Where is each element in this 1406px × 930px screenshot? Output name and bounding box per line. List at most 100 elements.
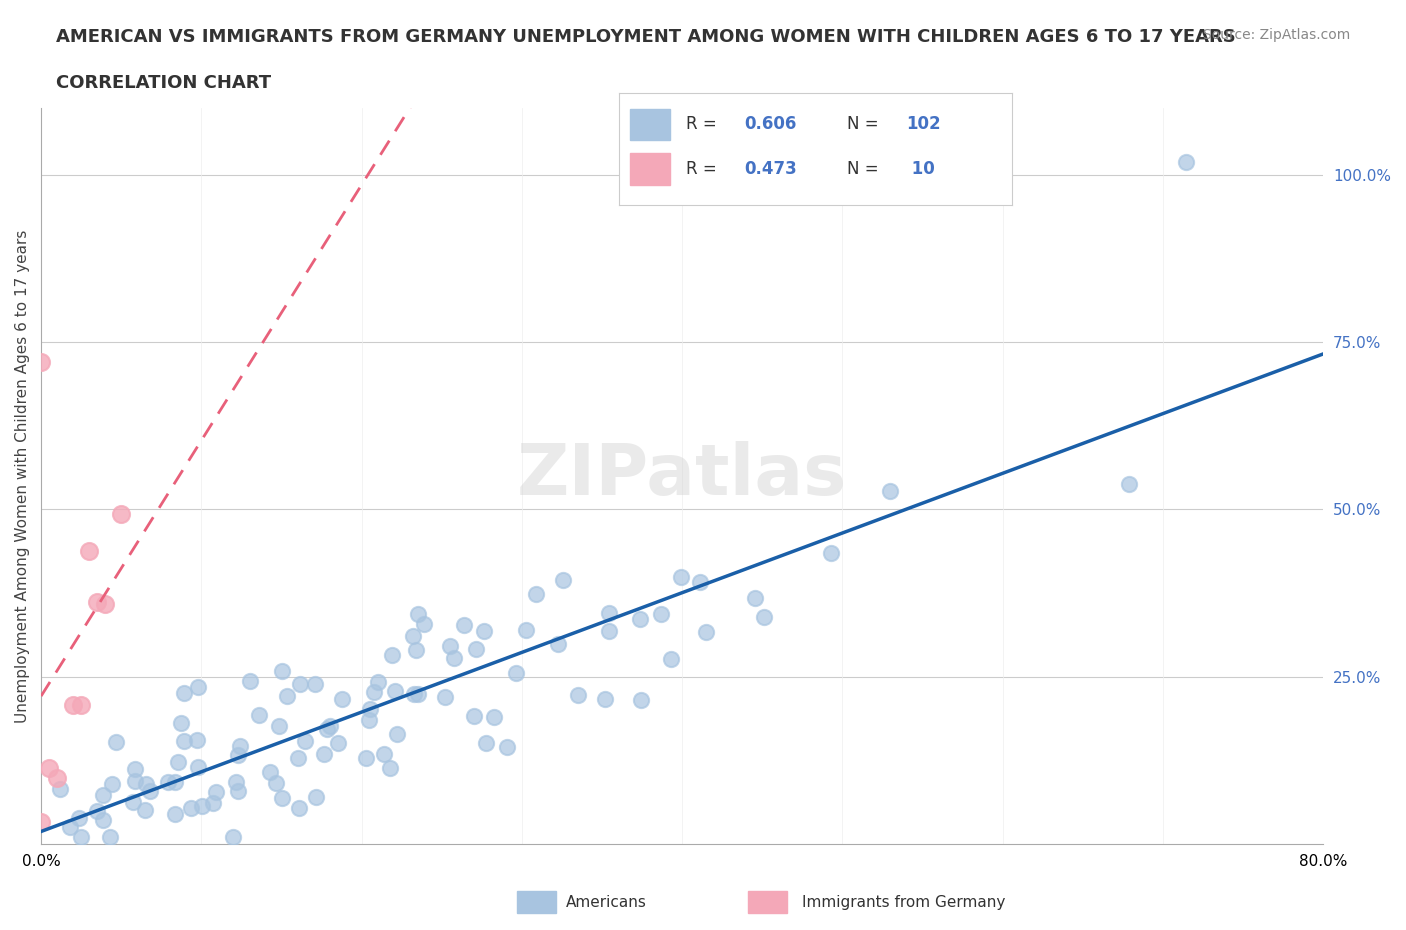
Point <box>167 754 190 769</box>
Point <box>363 684 385 699</box>
Point <box>271 664 294 679</box>
Point <box>505 665 527 680</box>
Point <box>204 785 226 800</box>
Point <box>180 801 202 816</box>
Point <box>526 587 548 602</box>
Point <box>86 804 108 819</box>
Point <box>439 639 461 654</box>
Point <box>312 747 335 762</box>
Point <box>93 788 115 803</box>
Point <box>70 830 93 844</box>
Point <box>49 782 72 797</box>
Text: AMERICAN VS IMMIGRANTS FROM GERMANY UNEMPLOYMENT AMONG WOMEN WITH CHILDREN AGES : AMERICAN VS IMMIGRANTS FROM GERMANY UNEM… <box>56 28 1236 46</box>
Point <box>413 617 436 631</box>
Bar <box>630 109 669 140</box>
Point <box>267 719 290 734</box>
Point <box>408 686 430 701</box>
Point <box>326 736 349 751</box>
Point <box>30 815 52 830</box>
Text: 0.473: 0.473 <box>745 160 797 178</box>
Text: 0.606: 0.606 <box>745 115 797 133</box>
Point <box>225 775 247 790</box>
Point <box>287 801 309 816</box>
Point <box>187 760 209 775</box>
Point <box>443 651 465 666</box>
Point <box>70 698 93 712</box>
Text: N =: N = <box>846 160 884 178</box>
Point <box>752 609 775 624</box>
Point <box>630 693 652 708</box>
Y-axis label: Unemployment Among Women with Children Ages 6 to 17 years: Unemployment Among Women with Children A… <box>15 229 30 723</box>
Point <box>247 708 270 723</box>
Point <box>98 830 121 844</box>
Point <box>163 806 186 821</box>
Point <box>405 643 427 658</box>
Point <box>124 774 146 789</box>
Point <box>187 679 209 694</box>
Point <box>744 591 766 605</box>
Point <box>101 777 124 791</box>
Point <box>695 625 717 640</box>
Point <box>270 790 292 805</box>
Point <box>165 775 187 790</box>
Point <box>373 747 395 762</box>
Point <box>433 690 456 705</box>
Point <box>91 813 114 828</box>
Text: R =: R = <box>686 160 721 178</box>
Point <box>689 575 711 590</box>
Point <box>62 698 84 713</box>
Text: Source: ZipAtlas.com: Source: ZipAtlas.com <box>1202 28 1350 42</box>
Text: ZIPatlas: ZIPatlas <box>517 442 848 511</box>
Point <box>38 761 60 776</box>
Point <box>453 618 475 632</box>
Text: CORRELATION CHART: CORRELATION CHART <box>56 74 271 92</box>
Point <box>354 751 377 765</box>
Point <box>669 569 692 584</box>
Point <box>484 710 506 724</box>
Point <box>264 776 287 790</box>
Point <box>287 751 309 765</box>
Point <box>472 623 495 638</box>
Point <box>94 597 117 612</box>
Point <box>59 819 82 834</box>
Text: Americans: Americans <box>565 895 647 910</box>
Point <box>1174 154 1197 169</box>
Point <box>593 691 616 706</box>
Point <box>226 784 249 799</box>
Point <box>135 777 157 791</box>
Point <box>86 594 108 609</box>
Point <box>330 691 353 706</box>
Point <box>122 794 145 809</box>
Point <box>139 784 162 799</box>
Point <box>547 637 569 652</box>
Point <box>650 606 672 621</box>
Point <box>598 606 620 621</box>
Point <box>77 543 100 558</box>
Point <box>134 802 156 817</box>
Point <box>385 727 408 742</box>
Point <box>1118 477 1140 492</box>
Point <box>169 715 191 730</box>
Point <box>173 734 195 749</box>
Bar <box>517 891 555 913</box>
Point <box>598 624 620 639</box>
Bar <box>630 153 669 184</box>
Point <box>259 764 281 779</box>
Point <box>294 734 316 749</box>
Point <box>553 572 575 587</box>
Point <box>305 790 328 804</box>
Point <box>381 647 404 662</box>
Point <box>367 675 389 690</box>
Point <box>288 677 311 692</box>
Point <box>191 798 214 813</box>
Point <box>515 622 537 637</box>
Point <box>357 712 380 727</box>
Point <box>465 641 488 656</box>
Point <box>304 676 326 691</box>
Point <box>567 688 589 703</box>
Point <box>186 733 208 748</box>
Text: 102: 102 <box>905 115 941 133</box>
Point <box>402 629 425 644</box>
Point <box>222 830 245 844</box>
Point <box>316 722 339 737</box>
